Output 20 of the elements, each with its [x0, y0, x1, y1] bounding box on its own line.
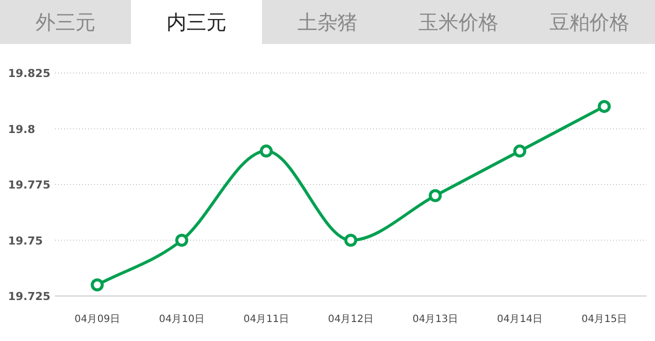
- x-tick-label: 04月09日: [74, 314, 120, 325]
- point: [260, 144, 273, 158]
- tabs: 外三元 内三元 土杂猪 玉米价格 豆粕价格: [0, 0, 655, 44]
- y-tick-label: 19.725: [8, 290, 50, 303]
- y-tick-label: 19.825: [8, 67, 50, 80]
- y-tick-label: 19.8: [8, 122, 36, 136]
- x-tick-label: 04月11日: [244, 314, 289, 325]
- x-tick-label: 04月12日: [328, 314, 374, 325]
- x-tick-label: 04月10日: [159, 314, 204, 325]
- y-tick-label: 19.75: [8, 234, 43, 248]
- x-tick-label: 04月13日: [412, 314, 458, 325]
- point: [175, 234, 188, 247]
- point: [513, 144, 526, 158]
- point: [90, 278, 104, 292]
- x-tick-label: 04月14日: [497, 314, 542, 325]
- y-tick-label: 19.775: [8, 178, 50, 192]
- point: [344, 234, 358, 247]
- point: [428, 189, 442, 202]
- x-tick-label: 04月15日: [582, 314, 627, 325]
- point: [598, 100, 611, 113]
